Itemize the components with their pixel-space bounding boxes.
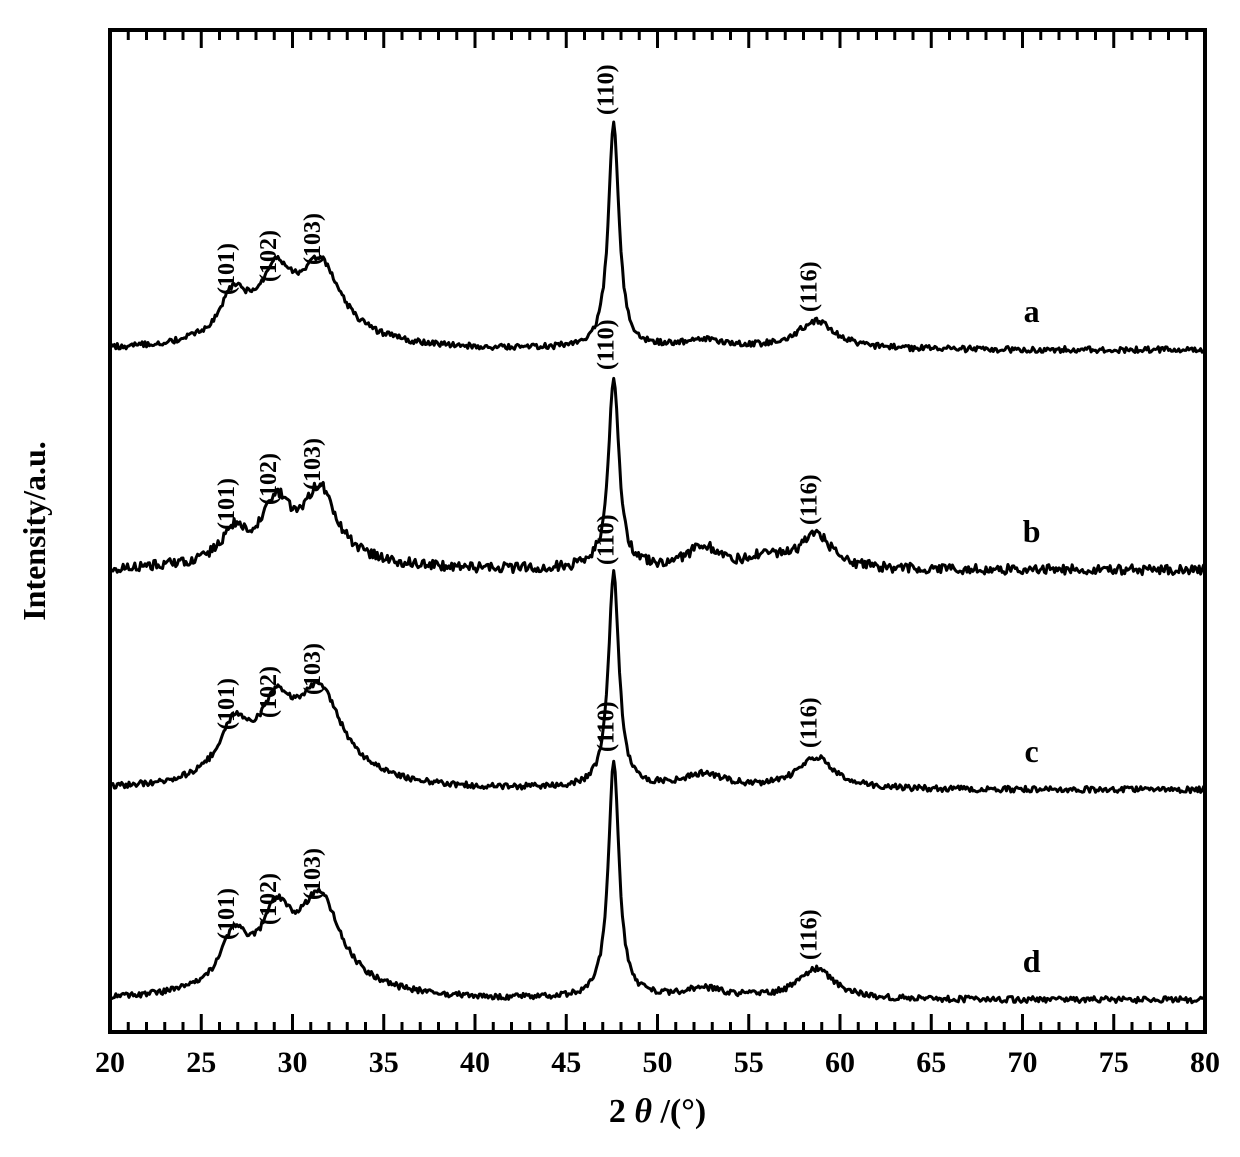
peak-label: (101)	[214, 243, 240, 295]
peak-label: (116)	[796, 909, 822, 960]
x-tick-label: 75	[1099, 1046, 1129, 1079]
peak-label: (110)	[594, 514, 620, 565]
series-label-c: c	[1025, 733, 1039, 769]
series-label-b: b	[1023, 513, 1041, 549]
peak-label: (102)	[256, 230, 282, 282]
peak-label: (101)	[214, 888, 240, 940]
peak-label: (103)	[300, 848, 326, 900]
x-tick-label: 20	[95, 1046, 125, 1079]
y-axis-label: Intensity/a.u.	[16, 441, 52, 621]
peak-label: (110)	[594, 64, 620, 115]
xrd-svg: 20 25 30 35 40 45 50 55 60 65 70 75 80 2 θ /(°) Intens…	[0, 0, 1240, 1157]
x-tick-label: 40	[460, 1046, 490, 1079]
peak-label: (103)	[300, 438, 326, 490]
x-tick-label: 45	[551, 1046, 581, 1079]
x-axis-label: 2 θ /(°)	[609, 1093, 706, 1130]
x-tick-label: 80	[1190, 1046, 1220, 1079]
x-tick-label: 70	[1008, 1046, 1038, 1079]
xrd-figure: 20 25 30 35 40 45 50 55 60 65 70 75 80 2 θ /(°) Intens…	[0, 0, 1240, 1157]
peak-label: (116)	[796, 474, 822, 525]
series-label-a: a	[1024, 293, 1040, 329]
peak-label: (116)	[796, 261, 822, 312]
peak-label: (110)	[594, 701, 620, 752]
x-tick-label: 55	[734, 1046, 764, 1079]
peak-label: (101)	[214, 678, 240, 730]
peak-label: (101)	[214, 478, 240, 530]
peak-label: (102)	[256, 666, 282, 718]
x-tick-label: 50	[643, 1046, 673, 1079]
peak-label: (110)	[594, 319, 620, 370]
series-label-d: d	[1023, 943, 1041, 979]
peak-label: (102)	[256, 873, 282, 925]
x-tick-label: 60	[825, 1046, 855, 1079]
peak-label: (103)	[300, 643, 326, 695]
x-tick-label: 65	[916, 1046, 946, 1079]
peak-label: (116)	[796, 697, 822, 748]
x-tick-label: 30	[278, 1046, 308, 1079]
x-tick-label: 25	[186, 1046, 216, 1079]
peak-label: (102)	[256, 453, 282, 505]
x-tick-label: 35	[369, 1046, 399, 1079]
peak-label: (103)	[300, 213, 326, 265]
